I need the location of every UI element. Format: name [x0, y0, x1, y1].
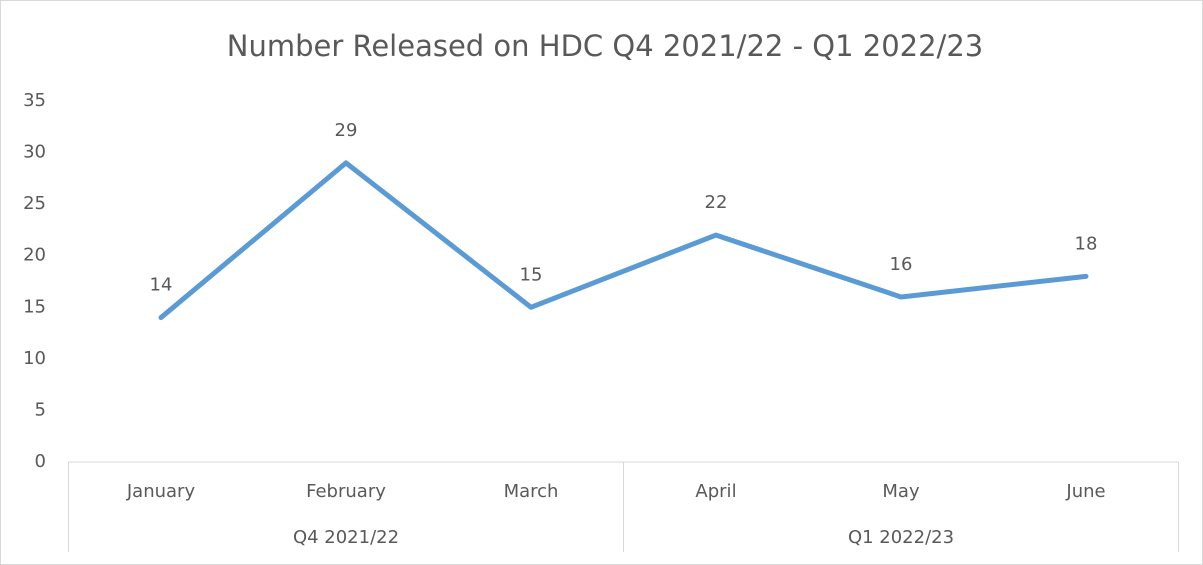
data-label: 18 [1075, 233, 1098, 254]
data-label: 16 [890, 254, 913, 275]
y-tick-label: 30 [23, 142, 46, 163]
group-label: Q1 2022/23 [848, 527, 954, 548]
line [158, 160, 1089, 321]
x-tick-label: June [1065, 481, 1105, 502]
x-tick-label: January [126, 481, 196, 502]
group-label: Q4 2021/22 [293, 527, 399, 548]
data-label: 22 [705, 192, 728, 213]
y-tick-label: 15 [23, 296, 46, 317]
x-tick-label: May [882, 481, 920, 502]
data-label: 14 [150, 275, 173, 296]
y-tick-label: 20 [23, 245, 46, 266]
y-tick-label: 5 [35, 399, 46, 420]
y-tick-label: 10 [23, 348, 46, 369]
y-tick-label: 35 [23, 90, 46, 111]
y-tick-label: 25 [23, 193, 46, 214]
chart-title: Number Released on HDC Q4 2021/22 - Q1 2… [227, 29, 983, 63]
data-label: 15 [520, 264, 543, 285]
x-tick-label: April [695, 481, 736, 502]
data-label: 29 [335, 120, 358, 141]
y-tick-label: 0 [35, 451, 46, 472]
x-tick-label: February [306, 481, 386, 502]
x-tick-label: March [504, 481, 559, 502]
